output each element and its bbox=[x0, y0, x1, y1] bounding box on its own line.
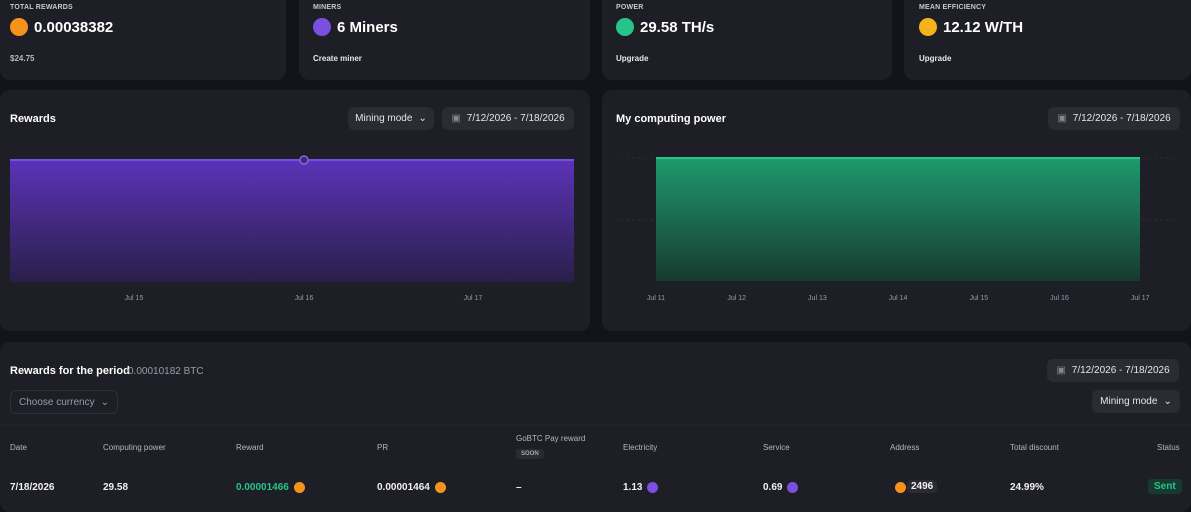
card-icon bbox=[616, 18, 634, 36]
cell: 2496 bbox=[907, 480, 938, 493]
x-tick-label: Jul 17 bbox=[463, 295, 483, 302]
table-total: 0.00010182 BTC bbox=[128, 366, 204, 377]
mode-select[interactable]: Mining mode ⌄ bbox=[348, 107, 434, 130]
card-value: 12.12 W/TH bbox=[943, 19, 1024, 36]
cell: – bbox=[516, 482, 522, 493]
chart-title: My computing power bbox=[616, 113, 726, 125]
card-value: 6 Miners bbox=[337, 19, 398, 36]
column-header: Address bbox=[890, 443, 920, 452]
x-tick-label: Jul 11 bbox=[646, 295, 666, 302]
card-icon bbox=[919, 18, 937, 36]
card-power bbox=[602, 0, 892, 80]
column-header: GoBTC Pay reward bbox=[516, 434, 586, 443]
cell-text: 29.58 bbox=[103, 482, 129, 493]
cell-text: 0.00001466 bbox=[236, 482, 289, 494]
cell-text: 1.13 bbox=[623, 482, 643, 494]
card-footer: $24.75 bbox=[10, 54, 35, 63]
card-efficiency bbox=[904, 0, 1191, 80]
button-text: Choose currency bbox=[19, 396, 95, 408]
card-icon bbox=[10, 18, 28, 36]
mode-select[interactable]: Mining mode ⌄ bbox=[1092, 390, 1180, 413]
rewards-point bbox=[299, 155, 309, 165]
cell: 0.00001464 bbox=[377, 482, 446, 493]
cell: 7/18/2026 bbox=[10, 482, 55, 493]
calendar-icon: ▣ bbox=[1057, 113, 1067, 124]
date-picker[interactable]: ▣ 7/12/2026 - 7/18/2026 bbox=[1048, 107, 1180, 130]
button-text: Mining mode bbox=[1100, 396, 1158, 407]
column-header: Computing power bbox=[103, 443, 166, 452]
coin-icon bbox=[647, 482, 659, 493]
caret: ⌄ bbox=[1163, 396, 1172, 407]
x-tick-label: Jul 12 bbox=[727, 295, 747, 302]
x-tick-label: Jul 14 bbox=[888, 295, 908, 302]
card-icon bbox=[313, 18, 331, 36]
column-header: Date bbox=[10, 443, 27, 452]
card-miners bbox=[299, 0, 590, 80]
cell-text: Sent bbox=[1154, 481, 1176, 492]
x-tick-label: Jul 15 bbox=[969, 295, 989, 302]
button-text: 7/12/2026 - 7/18/2026 bbox=[466, 113, 565, 124]
cell-text: 7/18/2026 bbox=[10, 482, 55, 493]
cell-text: – bbox=[516, 482, 522, 493]
x-tick-label: Jul 16 bbox=[1050, 295, 1069, 302]
x-tick-label: Jul 16 bbox=[294, 295, 314, 302]
column-header: Service bbox=[763, 443, 790, 452]
table-title: Rewards for the period bbox=[10, 365, 130, 377]
column-header: Total discount bbox=[1010, 443, 1059, 452]
button-text: Mining mode bbox=[355, 113, 413, 124]
coin-icon bbox=[434, 482, 446, 493]
card-label: MEAN EFFICIENCY bbox=[919, 4, 987, 11]
cell: 0.69 bbox=[763, 482, 799, 494]
cell: Sent bbox=[1148, 479, 1182, 494]
coin-icon bbox=[293, 482, 305, 493]
card-value: 0.00038382 bbox=[34, 19, 114, 36]
card-label: TOTAL REWARDS bbox=[10, 4, 73, 11]
soon-badge: SOON bbox=[516, 449, 544, 459]
x-tick-label: Jul 17 bbox=[1130, 295, 1150, 302]
coin-icon bbox=[895, 482, 906, 493]
date-picker[interactable]: ▣ 7/12/2026 - 7/18/2026 bbox=[1047, 359, 1179, 382]
cell: 29.58 bbox=[103, 482, 128, 493]
calendar-icon: ▣ bbox=[451, 113, 461, 124]
calendar-icon: ▣ bbox=[1056, 365, 1066, 376]
caret: ⌄ bbox=[418, 113, 427, 124]
button-text: 7/12/2026 - 7/18/2026 bbox=[1071, 365, 1170, 376]
column-header: Electricity bbox=[623, 443, 658, 452]
card-footer: Upgrade bbox=[616, 54, 649, 63]
table-card bbox=[0, 342, 1191, 512]
column-header: Status bbox=[1157, 443, 1180, 452]
cell: 1.13 bbox=[623, 482, 659, 494]
card-total-rewards bbox=[0, 0, 286, 80]
card-label: POWER bbox=[616, 4, 644, 11]
coin-icon bbox=[787, 482, 799, 493]
cell-text: 24.99% bbox=[1010, 482, 1044, 493]
chart-title: Rewards bbox=[10, 113, 56, 125]
card-label: MINERS bbox=[313, 4, 342, 11]
chart-layer bbox=[10, 155, 1175, 282]
cell: 0.00001466 bbox=[236, 482, 305, 493]
cell-text: 0.69 bbox=[763, 482, 783, 494]
power-area bbox=[656, 158, 1140, 281]
cell: 24.99% bbox=[1010, 482, 1044, 493]
card-footer: Upgrade bbox=[919, 54, 952, 63]
card-value: 29.58 TH/s bbox=[640, 19, 715, 36]
x-tick-label: Jul 15 bbox=[124, 295, 144, 302]
currency-select[interactable]: Choose currency ⌄ bbox=[10, 390, 118, 414]
card-footer: Create miner bbox=[313, 54, 362, 63]
x-tick-label: Jul 13 bbox=[808, 295, 827, 302]
column-header: PR bbox=[377, 443, 389, 452]
rewards-area bbox=[10, 160, 574, 282]
column-header: Reward bbox=[236, 443, 264, 452]
cell-text: 2496 bbox=[911, 481, 934, 492]
date-picker[interactable]: ▣ 7/12/2026 - 7/18/2026 bbox=[442, 107, 574, 130]
button-text: 7/12/2026 - 7/18/2026 bbox=[1072, 113, 1171, 124]
caret: ⌄ bbox=[100, 396, 109, 408]
cell-text: 0.00001464 bbox=[377, 482, 430, 494]
